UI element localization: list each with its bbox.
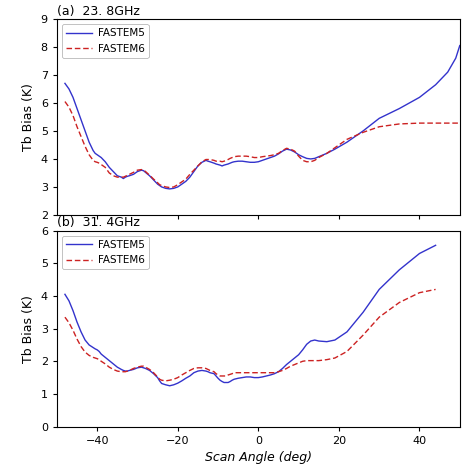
- FASTEM5: [187, 174, 192, 180]
- FASTEM5: [143, 170, 148, 175]
- FASTEM6: [163, 378, 168, 384]
- Line: FASTEM6: FASTEM6: [65, 290, 436, 381]
- FASTEM5: [167, 186, 173, 192]
- FASTEM5: [457, 43, 463, 48]
- FASTEM6: [457, 120, 463, 126]
- FASTEM6: [62, 99, 68, 104]
- FASTEM5: [288, 358, 293, 364]
- FASTEM6: [288, 364, 293, 369]
- FASTEM5: [433, 243, 438, 248]
- FASTEM6: [191, 365, 197, 371]
- FASTEM6: [272, 370, 277, 375]
- FASTEM5: [300, 154, 305, 160]
- FASTEM6: [62, 314, 68, 320]
- FASTEM5: [62, 81, 68, 86]
- FASTEM5: [191, 370, 197, 375]
- FASTEM5: [205, 369, 211, 374]
- FASTEM5: [66, 298, 72, 304]
- FASTEM5: [82, 337, 88, 343]
- Y-axis label: Tb Bias (K): Tb Bias (K): [22, 295, 35, 363]
- FASTEM6: [187, 172, 192, 177]
- FASTEM6: [167, 185, 173, 191]
- FASTEM5: [125, 173, 130, 179]
- FASTEM6: [211, 157, 217, 163]
- FASTEM5: [167, 383, 173, 389]
- FASTEM6: [125, 173, 130, 178]
- Legend: FASTEM5, FASTEM6: FASTEM5, FASTEM6: [62, 236, 148, 269]
- FASTEM6: [300, 157, 305, 163]
- FASTEM5: [272, 371, 277, 376]
- Line: FASTEM6: FASTEM6: [65, 101, 460, 188]
- FASTEM6: [143, 169, 148, 174]
- Y-axis label: Tb Bias (K): Tb Bias (K): [22, 83, 35, 151]
- FASTEM5: [211, 160, 217, 166]
- Text: (b)  31. 4GHz: (b) 31. 4GHz: [57, 217, 140, 229]
- Legend: FASTEM5, FASTEM6: FASTEM5, FASTEM6: [62, 24, 148, 58]
- FASTEM5: [110, 169, 116, 174]
- X-axis label: Scan Angle (deg): Scan Angle (deg): [205, 451, 312, 464]
- Text: (a)  23. 8GHz: (a) 23. 8GHz: [57, 5, 140, 18]
- FASTEM6: [82, 349, 88, 355]
- Line: FASTEM5: FASTEM5: [65, 246, 436, 386]
- FASTEM5: [62, 292, 68, 297]
- FASTEM6: [66, 320, 72, 326]
- FASTEM6: [205, 366, 211, 372]
- FASTEM6: [433, 287, 438, 292]
- Line: FASTEM5: FASTEM5: [65, 46, 460, 189]
- FASTEM6: [110, 173, 116, 179]
